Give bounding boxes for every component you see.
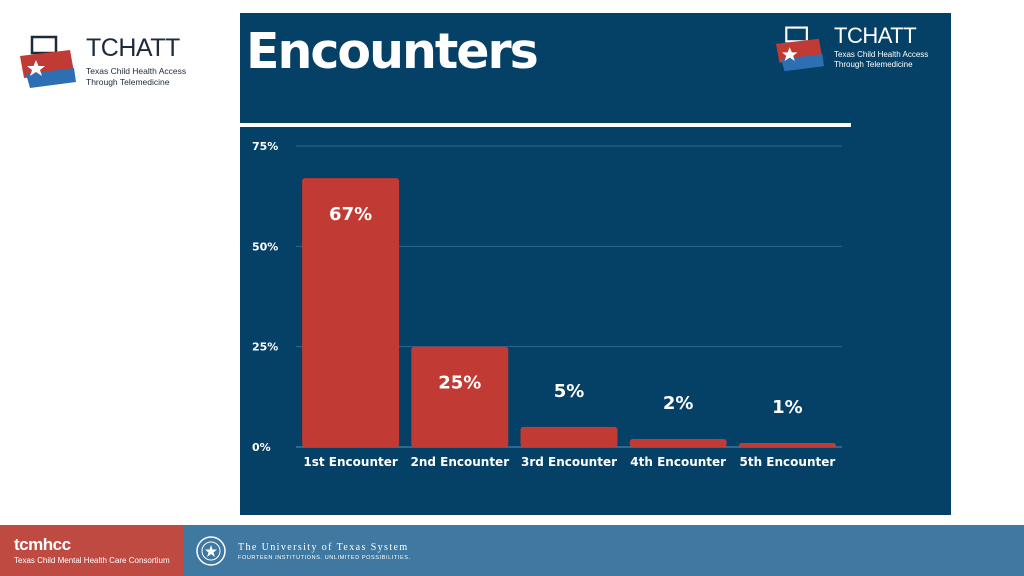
tcmhcc-name: tcmhcc [14, 535, 71, 554]
ut-system-name: The University of Texas System [238, 542, 409, 553]
title-divider [240, 123, 851, 127]
data-label: 1% [772, 397, 803, 418]
tchatt-brand: TCHATT [834, 23, 917, 48]
footer-bar: tcmhcc Texas Child Mental Health Care Co… [0, 525, 1024, 576]
slide-panel: Encounters TCHATT Texas Child Health Acc… [240, 13, 951, 515]
data-label: 5% [554, 381, 585, 402]
data-label: 67% [329, 204, 372, 225]
x-tick-label: 1st Encounter [303, 455, 397, 469]
ut-seal-icon [196, 536, 226, 566]
x-tick-label: 5th Encounter [740, 455, 836, 469]
y-tick-label: 0% [252, 441, 271, 454]
y-tick-label: 25% [252, 341, 278, 354]
bar [629, 438, 727, 447]
data-label: 2% [663, 393, 694, 414]
tchatt-tagline: Texas Child Health Access Through Teleme… [834, 50, 929, 69]
bar [302, 178, 400, 447]
tcmhcc-subtitle: Texas Child Mental Health Care Consortiu… [14, 556, 170, 565]
bar [411, 346, 509, 447]
data-label: 25% [438, 373, 481, 394]
y-tick-label: 50% [252, 240, 278, 253]
bar [520, 426, 618, 447]
tchatt-flag-icon [776, 26, 824, 72]
bar [738, 442, 836, 447]
y-tick-label: 75% [252, 140, 278, 153]
tcmhcc-logo: tcmhcc Texas Child Mental Health Care Co… [0, 525, 184, 576]
slide-title: Encounters [246, 23, 539, 80]
ut-system-motto: FOURTEEN INSTITUTIONS. UNLIMITED POSSIBI… [238, 555, 411, 561]
x-tick-label: 4th Encounter [630, 455, 726, 469]
tchatt-logo-white: TCHATT Texas Child Health Access Through… [774, 23, 944, 73]
tchatt-tagline: Texas Child Health Access Through Teleme… [86, 66, 187, 87]
tchatt-logo: TCHATT Texas Child Health Access Through… [18, 34, 208, 90]
tchatt-flag-icon [20, 35, 76, 88]
x-tick-label: 3rd Encounter [521, 455, 617, 469]
tchatt-brand: TCHATT [86, 34, 180, 62]
encounters-bar-chart: 0% 25% 50% 75% 67% 1st Encounter 25% 2nd Encoun… [252, 140, 842, 469]
x-tick-label: 2nd Encounter [410, 455, 509, 469]
